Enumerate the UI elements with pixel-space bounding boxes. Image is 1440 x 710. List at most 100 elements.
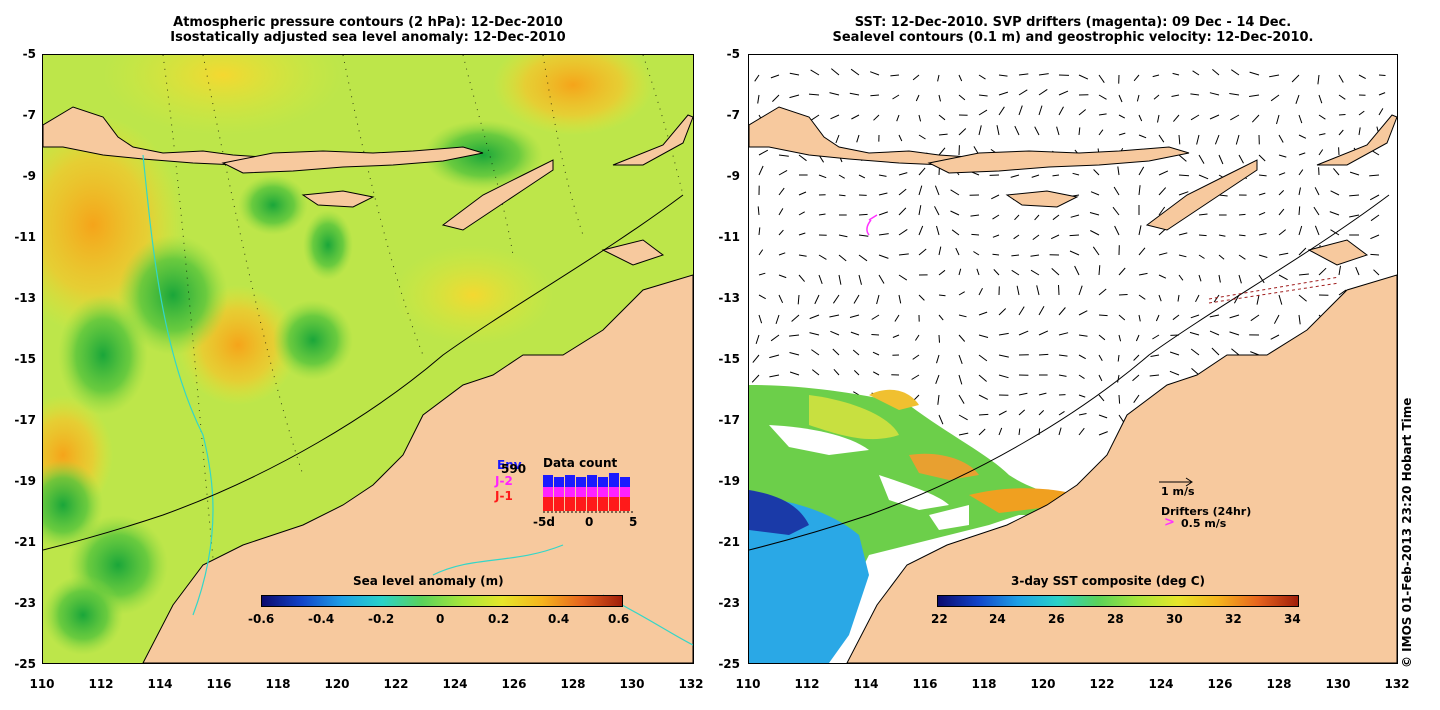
velocity-arrow — [1133, 394, 1140, 403]
velocity-scale-label: 1 m/s — [1161, 485, 1195, 498]
velocity-arrow — [870, 94, 880, 97]
velocity-arrow — [1078, 354, 1086, 360]
velocity-arrow — [1349, 171, 1360, 176]
velocity-arrow — [915, 94, 920, 102]
velocity-arrow — [1078, 334, 1088, 337]
velocity-arrow — [830, 330, 840, 336]
velocity-arrow — [1190, 93, 1200, 96]
velocity-arrow — [1276, 114, 1280, 125]
velocity-arrow — [751, 374, 760, 383]
velocity-arrow — [849, 314, 860, 318]
velocity-arrow — [1011, 254, 1020, 257]
velocity-arrow — [1198, 213, 1208, 216]
velocity-arrow — [1112, 206, 1120, 216]
left-cb-tick: -0.2 — [368, 612, 395, 626]
velocity-arrow — [998, 91, 1009, 96]
data-count-inset: Env 590 J-2 J-1 Data count -5d 0 5 — [483, 455, 643, 535]
velocity-arrow — [1270, 334, 1280, 340]
velocity-arrow — [978, 413, 989, 416]
x-tick-label: 112 — [794, 677, 820, 691]
velocity-arrow — [1133, 354, 1140, 361]
velocity-arrow — [951, 229, 960, 236]
velocity-arrow — [1172, 72, 1180, 76]
velocity-arrow — [1278, 294, 1283, 305]
velocity-arrow — [778, 274, 787, 279]
velocity-arrow — [1229, 331, 1240, 336]
velocity-arrow — [1118, 394, 1121, 404]
velocity-arrow — [1093, 169, 1100, 176]
velocity-arrow — [998, 427, 1003, 436]
x-tick-label: 126 — [1207, 677, 1233, 691]
velocity-arrow — [1158, 170, 1169, 176]
velocity-arrow — [1118, 267, 1126, 276]
velocity-arrow — [1014, 214, 1020, 221]
x-tick-label: 130 — [1325, 677, 1351, 691]
velocity-arrow — [1278, 229, 1287, 236]
y-tick-label: -13 — [718, 291, 740, 305]
velocity-arrow — [918, 205, 922, 216]
left-cb-tick: 0.6 — [608, 612, 630, 626]
y-tick-label: -17 — [718, 413, 740, 427]
velocity-arrow — [1338, 114, 1346, 116]
sst-velocity-map: 1 m/s Drifters (24hr) > 0.5 m/s 3-day SS… — [748, 54, 1398, 664]
velocity-arrow — [1038, 88, 1048, 96]
velocity-arrow — [1113, 186, 1120, 196]
velocity-arrow — [809, 332, 820, 336]
velocity-arrow — [998, 106, 1005, 116]
velocity-arrow — [1298, 225, 1303, 236]
velocity-arrow — [1358, 127, 1361, 136]
velocity-arrow — [850, 68, 860, 76]
velocity-arrow — [1058, 354, 1068, 357]
velocity-arrow — [958, 414, 968, 421]
velocity-arrow — [992, 234, 1000, 238]
velocity-arrow — [1158, 274, 1167, 279]
right-cb-tick: 34 — [1284, 612, 1301, 626]
velocity-arrow — [1117, 354, 1120, 362]
velocity-arrow — [1198, 254, 1205, 259]
velocity-arrow — [1069, 250, 1080, 256]
velocity-arrow — [1098, 414, 1108, 419]
velocity-arrow — [1373, 269, 1380, 276]
left-cb-tick: -0.4 — [308, 612, 335, 626]
velocity-arrow — [958, 394, 965, 404]
x-tick-label: 114 — [147, 677, 173, 691]
velocity-arrow — [1258, 274, 1265, 284]
velocity-arrow — [1011, 269, 1020, 276]
velocity-arrow — [978, 287, 983, 296]
velocity-arrow — [757, 206, 760, 216]
velocity-arrow — [937, 394, 940, 405]
velocity-arrow — [918, 134, 926, 140]
velocity-arrow — [1209, 114, 1220, 120]
velocity-arrow — [938, 94, 941, 102]
velocity-arrow — [835, 134, 840, 144]
velocity-arrow — [1178, 154, 1187, 162]
velocity-arrow — [1195, 294, 1200, 303]
velocity-arrow — [870, 71, 880, 76]
velocity-arrow — [878, 274, 885, 284]
velocity-arrow — [818, 174, 827, 179]
velocity-arrow — [1010, 174, 1020, 178]
velocity-arrow — [938, 147, 946, 156]
velocity-arrow — [814, 294, 820, 305]
velocity-arrow — [955, 247, 960, 256]
velocity-arrow — [978, 374, 987, 382]
velocity-arrow — [1078, 310, 1088, 316]
velocity-arrow — [958, 374, 963, 385]
left-title: Atmospheric pressure contours (2 hPa): 1… — [42, 15, 694, 45]
velocity-arrow — [1211, 347, 1220, 356]
y-tick-label: -13 — [14, 291, 36, 305]
velocity-arrow — [1069, 234, 1080, 237]
velocity-arrow — [918, 225, 924, 236]
right-cb-tick: 28 — [1107, 612, 1124, 626]
velocity-arrow — [752, 354, 760, 363]
inset-legend-j2: J-2 — [495, 474, 513, 488]
velocity-arrow — [1258, 233, 1267, 236]
velocity-arrow — [1078, 413, 1087, 416]
left-colorbar-label: Sea level anomaly (m) — [353, 574, 504, 588]
velocity-arrow — [1038, 353, 1049, 356]
velocity-arrow — [1370, 234, 1380, 240]
velocity-arrow — [1118, 334, 1122, 342]
velocity-arrow — [1318, 267, 1327, 276]
velocity-arrow — [856, 134, 860, 143]
velocity-arrow — [1295, 94, 1300, 104]
